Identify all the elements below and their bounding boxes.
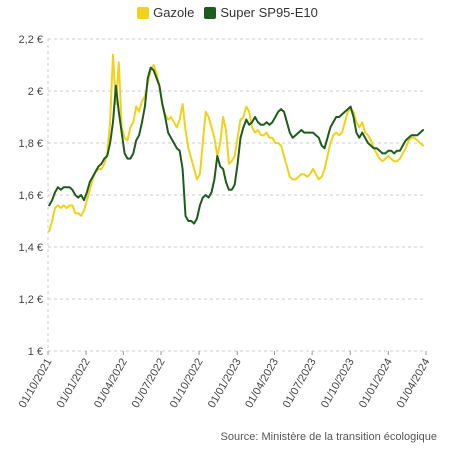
series-lines — [48, 53, 425, 233]
source-note: Source: Ministère de la transition écolo… — [220, 431, 437, 443]
legend: Gazole Super SP95-E10 — [0, 5, 455, 20]
x-tick-label: 01/01/2024 — [357, 357, 395, 411]
legend-swatch-gazole — [137, 6, 150, 19]
x-axis-ticks: 01/10/2021 01/01/2022 01/04/2022 01/07/2022… — [17, 351, 433, 410]
y-tick-label: 1,4 € — [19, 242, 43, 254]
x-tick-label: 01/04/2023 — [243, 357, 281, 411]
series-line-super-sp95-e10 — [48, 66, 425, 225]
series-line-gazole — [48, 53, 425, 233]
y-tick-label: 1,8 € — [19, 138, 43, 150]
y-tick-label: 2 € — [28, 86, 43, 98]
legend-item-super[interactable]: Super SP95-E10 — [204, 5, 318, 20]
x-tick-label: 01/04/2024 — [395, 357, 433, 411]
y-tick-label: 1,6 € — [19, 190, 43, 202]
y-axis-ticks: 1 € 1,2 € 1,4 € 1,6 € 1,8 € 2 € 2,2 € — [19, 34, 43, 358]
legend-swatch-super — [204, 6, 217, 19]
x-tick-label: 01/10/2023 — [319, 357, 357, 411]
legend-label-super: Super SP95-E10 — [220, 5, 318, 20]
y-tick-label: 2,2 € — [19, 34, 43, 46]
x-tick-label: 01/07/2023 — [281, 357, 319, 411]
y-tick-label: 1 € — [28, 346, 43, 358]
x-tick-label: 01/07/2022 — [130, 357, 168, 411]
legend-item-gazole[interactable]: Gazole — [137, 5, 194, 20]
x-tick-label: 01/10/2022 — [168, 357, 206, 411]
grid-lines — [47, 38, 426, 352]
x-tick-label: 01/01/2023 — [206, 357, 244, 411]
y-tick-label: 1,2 € — [19, 294, 43, 306]
legend-label-gazole: Gazole — [153, 5, 195, 20]
x-tick-label: 01/04/2022 — [92, 357, 130, 411]
x-tick-label: 01/10/2021 — [17, 357, 55, 411]
x-tick-label: 01/01/2022 — [55, 357, 93, 411]
